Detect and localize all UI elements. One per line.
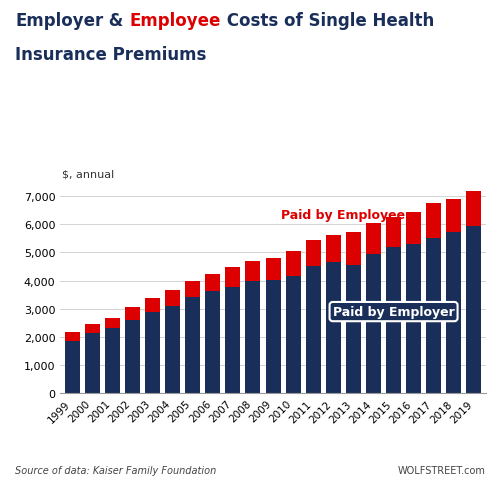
Bar (245, 261, 261, 281)
Bar (85, 324, 100, 334)
Bar (426, 238, 441, 394)
Bar (346, 232, 361, 265)
Bar (85, 334, 100, 394)
Bar (105, 328, 120, 394)
Bar (105, 319, 120, 328)
Text: Insurance Premiums: Insurance Premiums (15, 46, 206, 63)
Bar (326, 262, 341, 394)
Text: Employer: Employer (15, 12, 103, 30)
Bar (366, 224, 381, 254)
Bar (65, 341, 80, 394)
Bar (386, 248, 401, 394)
Bar (306, 267, 321, 394)
Bar (426, 204, 441, 238)
Bar (165, 306, 180, 394)
Bar (286, 277, 301, 394)
Text: Paid by Employer: Paid by Employer (333, 305, 454, 318)
Bar (165, 290, 180, 306)
Bar (446, 233, 461, 394)
Bar (205, 292, 220, 394)
Bar (286, 252, 301, 277)
Bar (145, 312, 160, 394)
Bar (125, 307, 140, 320)
Bar (125, 320, 140, 394)
Bar (346, 265, 361, 394)
Bar (406, 212, 421, 244)
Bar (145, 299, 160, 312)
Bar (366, 254, 381, 394)
Text: WOLFSTREET.com: WOLFSTREET.com (398, 465, 486, 475)
Bar (185, 298, 200, 394)
Text: Source of data: Kaiser Family Foundation: Source of data: Kaiser Family Foundation (15, 465, 216, 475)
Bar (326, 236, 341, 262)
Text: Employee: Employee (129, 12, 220, 30)
Bar (225, 267, 240, 287)
Bar (266, 280, 281, 394)
Bar (306, 240, 321, 267)
Text: $, annual: $, annual (62, 169, 114, 180)
Text: Costs of Single Health: Costs of Single Health (220, 12, 434, 30)
Bar (266, 258, 281, 280)
Text: Paid by Employee: Paid by Employee (281, 208, 405, 221)
Bar (205, 274, 220, 292)
Bar (225, 287, 240, 394)
Bar (466, 226, 481, 394)
Text: &: & (103, 12, 129, 30)
Bar (386, 217, 401, 248)
Bar (185, 282, 200, 298)
Bar (466, 191, 481, 226)
Bar (406, 244, 421, 394)
Bar (245, 281, 261, 394)
Bar (65, 333, 80, 341)
Bar (446, 199, 461, 233)
